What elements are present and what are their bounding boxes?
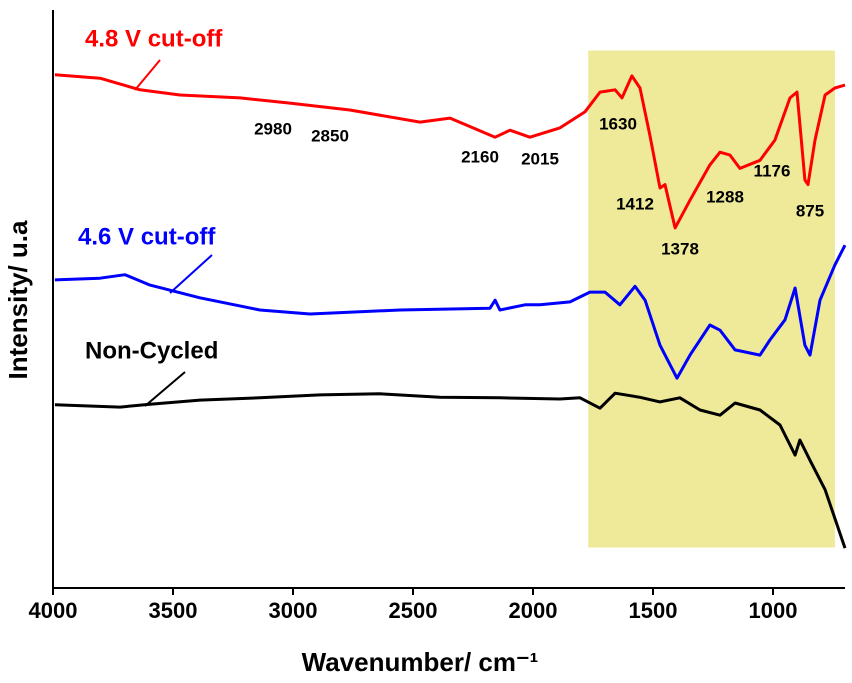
- series-label: 4.6 V cut-off: [78, 223, 216, 250]
- peak-label: 1412: [616, 194, 654, 213]
- y-axis-label: Intensity/ u.a: [3, 220, 33, 379]
- leader-line: [144, 371, 186, 407]
- spectrum-line: [54, 73, 846, 230]
- x-tick-label: 4000: [29, 598, 78, 623]
- x-tick-label: 3500: [149, 598, 198, 623]
- highlight-region: [588, 50, 835, 548]
- peak-label: 1378: [661, 239, 699, 258]
- leader-line: [134, 59, 161, 91]
- peak-label: 2980: [254, 119, 292, 138]
- spectrum-line: [54, 244, 847, 380]
- peak-label: 1288: [706, 187, 744, 206]
- series-label: Non-Cycled: [85, 337, 218, 364]
- peak-label: 2850: [311, 126, 349, 145]
- peak-label: 1176: [754, 161, 791, 180]
- x-axis-label: Wavenumber/ cm⁻¹: [302, 647, 539, 677]
- x-tick-label: 1000: [749, 598, 798, 623]
- peak-label: 2160: [461, 147, 499, 166]
- leader-line: [169, 254, 213, 294]
- series-label: 4.8 V cut-off: [85, 25, 223, 52]
- x-tick-label: 2500: [389, 598, 438, 623]
- spectrum-line: [54, 391, 847, 549]
- x-tick-label: 1500: [629, 598, 678, 623]
- peak-label: 1630: [599, 114, 637, 133]
- x-tick-label: 3000: [269, 598, 318, 623]
- peak-label: 875: [796, 201, 824, 220]
- x-tick-label: 2000: [509, 598, 558, 623]
- peak-label: 2015: [521, 149, 559, 168]
